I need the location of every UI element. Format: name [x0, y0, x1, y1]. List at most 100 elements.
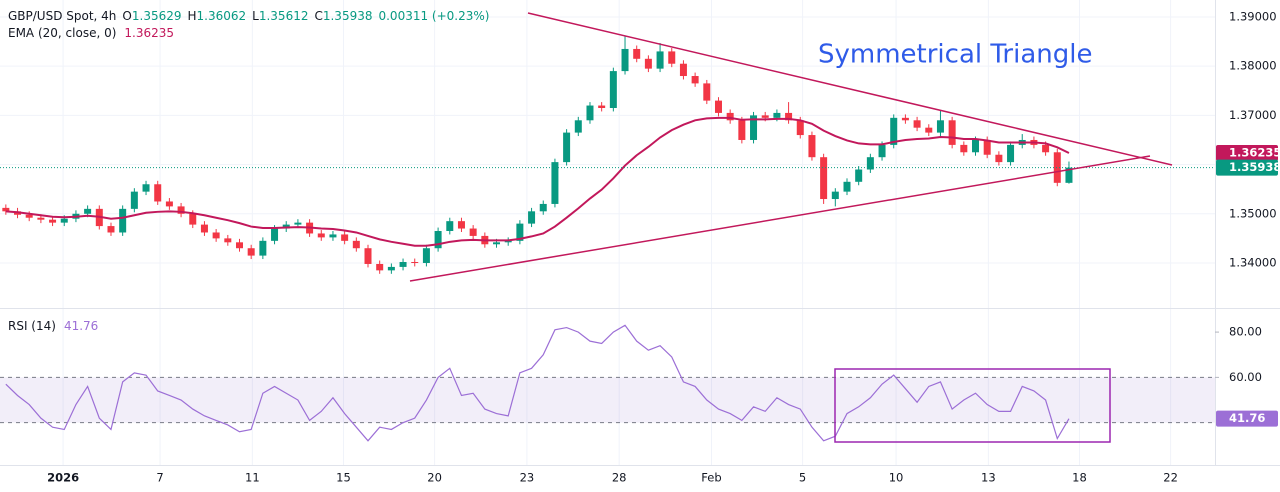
- pattern-annotation: Symmetrical Triangle: [818, 40, 1092, 70]
- y-tick-label: 1.35000: [1229, 206, 1277, 220]
- candle-body: [399, 261, 407, 267]
- candle-body: [177, 206, 185, 214]
- candle-body: [200, 224, 208, 233]
- rsi-range-box: [834, 368, 1111, 443]
- candle-body: [119, 208, 127, 233]
- candle-body: [446, 221, 454, 231]
- candle-body: [878, 144, 886, 158]
- candle-body: [936, 120, 944, 133]
- price-tag: [1216, 410, 1278, 427]
- x-tick-label: 11: [245, 471, 260, 485]
- rsi-legend: RSI (14) 41.76: [8, 319, 98, 333]
- candle-body: [107, 226, 115, 233]
- candle-body: [901, 117, 909, 121]
- y-tick-label: 80.00: [1229, 325, 1262, 339]
- series-line: [5, 324, 1070, 442]
- candle-body: [773, 112, 781, 118]
- candle-body: [796, 120, 804, 136]
- candle-body: [843, 181, 851, 192]
- x-tick-label: 13: [981, 471, 996, 485]
- x-tick-label: 28: [612, 471, 627, 485]
- candle-body: [341, 234, 349, 241]
- candle-body: [679, 63, 687, 77]
- x-tick-label: 10: [889, 471, 904, 485]
- x-tick-label: 7: [156, 471, 163, 485]
- candle-body: [668, 51, 676, 64]
- candle-body: [785, 112, 793, 121]
- x-tick-label: 2026: [47, 471, 79, 485]
- candle-body: [761, 115, 769, 118]
- ohlc-value: 1.36062: [197, 9, 247, 23]
- ema-value: 1.36235: [124, 26, 174, 40]
- candle-body: [60, 218, 68, 223]
- y-tick-label: 1.39000: [1229, 9, 1277, 23]
- candle-body: [364, 248, 372, 264]
- candle-body: [925, 127, 933, 133]
- candle-body: [726, 112, 734, 121]
- candle-body: [457, 221, 465, 229]
- candle-body: [2, 207, 10, 212]
- candle-body: [165, 201, 173, 207]
- candle-body: [703, 83, 711, 101]
- price-tag-label: 41.76: [1229, 411, 1265, 425]
- x-tick-label: 22: [1163, 471, 1178, 485]
- candle-body: [831, 191, 839, 200]
- candle-body: [808, 135, 816, 158]
- y-tick-label: 1.34000: [1229, 255, 1277, 269]
- change: 0.00311 (+0.23%): [378, 9, 489, 23]
- candle-body: [189, 213, 197, 225]
- candle-body: [422, 248, 430, 263]
- candle-body: [750, 115, 758, 140]
- ema-legend: EMA (20, close, 0) 1.36235: [8, 26, 174, 40]
- candle-body: [516, 223, 524, 241]
- candle-body: [247, 248, 255, 256]
- candle-body: [913, 120, 921, 128]
- price-tag-label: 1.36235: [1229, 146, 1280, 160]
- ohlc-key: C: [314, 9, 322, 23]
- x-tick-label: 15: [336, 471, 351, 485]
- x-tick-label: 18: [1072, 471, 1087, 485]
- triangle-lower-line: [409, 155, 1151, 282]
- ohlc-key: O: [122, 9, 131, 23]
- candle-body: [142, 184, 150, 192]
- candle-body: [621, 48, 629, 72]
- candle-body: [866, 157, 874, 170]
- candle-body: [563, 132, 571, 163]
- candle-body: [633, 48, 641, 59]
- candle-body: [691, 76, 699, 84]
- candle-body: [656, 51, 664, 69]
- candle-body: [84, 208, 92, 214]
- candle-body: [259, 240, 267, 256]
- ema-name: EMA (20, close, 0): [8, 26, 116, 40]
- candle-body: [855, 169, 863, 182]
- candle-body: [609, 71, 617, 108]
- candle-body: [154, 184, 162, 202]
- candle-body: [983, 139, 991, 155]
- candle-body: [574, 120, 582, 133]
- candle-body: [49, 219, 57, 223]
- candle-body: [469, 228, 477, 236]
- candle-body: [948, 120, 956, 145]
- legend-header: GBP/USD Spot, 4h O1.35629 H1.36062 L1.35612…: [8, 9, 489, 23]
- price-tag: [1216, 145, 1278, 162]
- ohlc-key: L: [252, 9, 259, 23]
- candle-body: [528, 211, 536, 224]
- candle-body: [1042, 144, 1050, 153]
- ohlc-value: 1.35612: [259, 9, 309, 23]
- candle-body: [37, 217, 45, 220]
- candle-body: [294, 222, 302, 225]
- symbol-title: GBP/USD Spot, 4h: [8, 9, 116, 23]
- y-tick-label: 1.37000: [1229, 108, 1277, 122]
- candle-body: [25, 214, 33, 218]
- triangle-upper-line: [527, 12, 1173, 166]
- candle-body: [714, 100, 722, 113]
- candle-body: [376, 263, 384, 271]
- candle-body: [235, 242, 243, 249]
- candle-body: [1007, 144, 1015, 163]
- candle-body: [539, 203, 547, 212]
- candle-body: [329, 234, 337, 238]
- candle-body: [1053, 152, 1061, 183]
- candle-body: [890, 117, 898, 145]
- rsi-value: 41.76: [64, 319, 98, 333]
